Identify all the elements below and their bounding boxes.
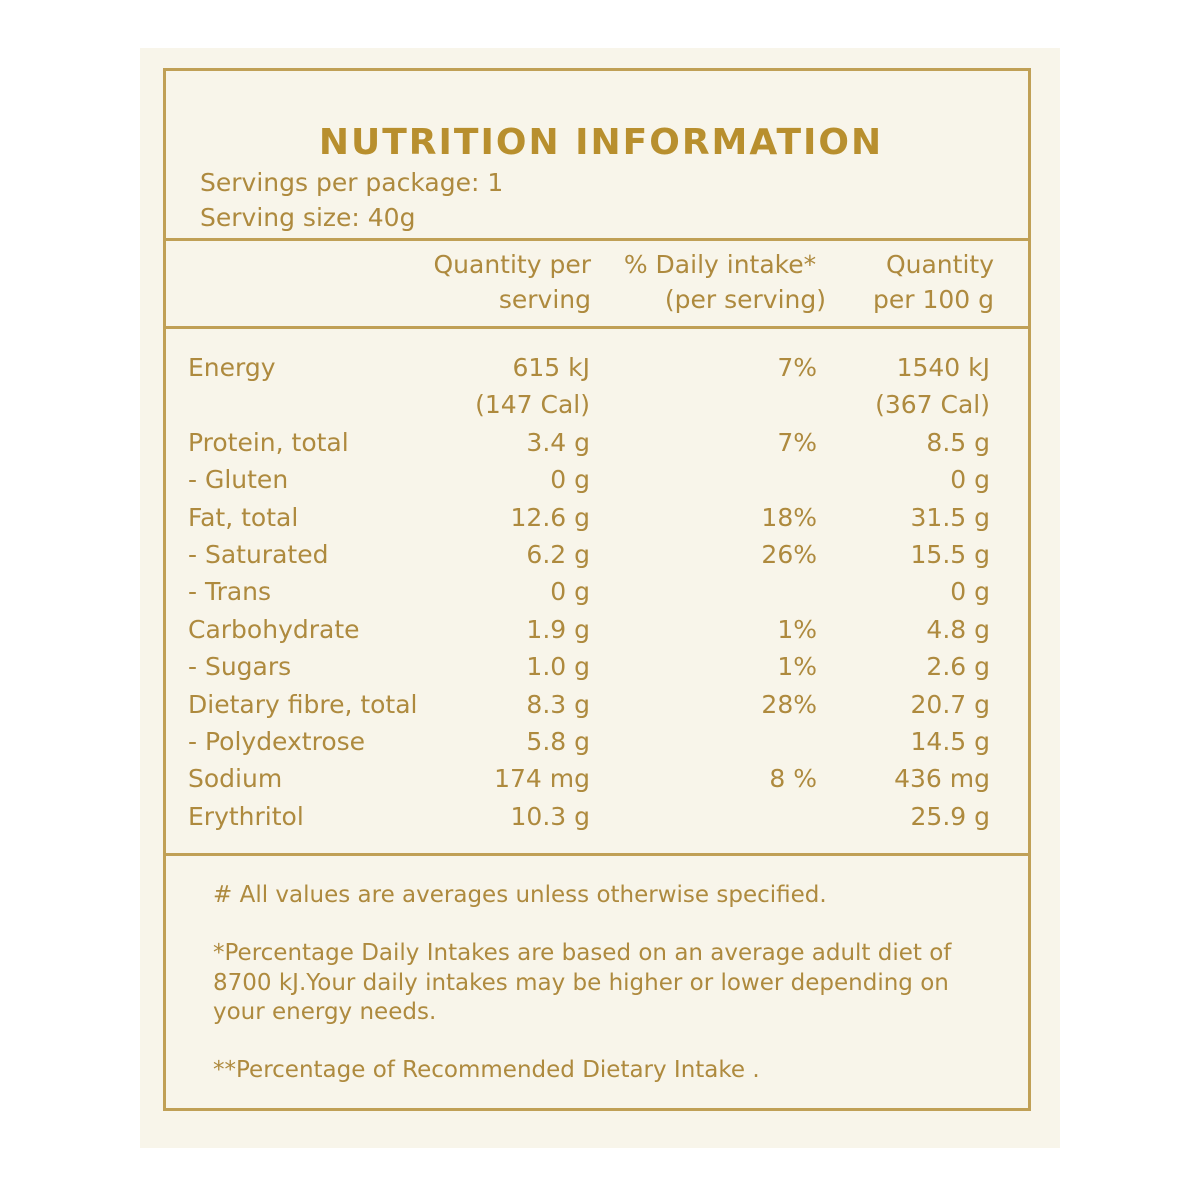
per-serving-value: 174 mg	[494, 764, 590, 794]
nutrient-name: - Polydextrose	[188, 727, 366, 756]
footnote: **Percentage of Recommended Dietary Inta…	[213, 1057, 760, 1083]
per-100g-value: 25.9 g	[910, 801, 990, 831]
per-100g-value: 0 g	[950, 465, 990, 495]
column-header: (per serving)	[664, 285, 826, 314]
column-header: % Daily intake*	[623, 250, 817, 279]
per-100g-value: 0 g	[950, 577, 990, 607]
nutrient-name: Sodium	[188, 764, 283, 794]
nutrient-name: Carbohydrate	[188, 614, 360, 644]
daily-intake-value: 8 %	[769, 764, 817, 794]
daily-intake-value: 7%	[777, 353, 817, 382]
per-100g-value: 31.5 g	[910, 502, 990, 532]
label-frame	[163, 68, 1031, 1111]
per-100g-value: 14.5 g	[910, 727, 990, 756]
daily-intake-value: 18%	[761, 502, 817, 532]
per-serving-value: 3.4 g	[526, 427, 590, 457]
per-100g-value: (367 Cal)	[875, 390, 990, 420]
per-serving-value: (147 Cal)	[475, 390, 590, 420]
per-serving-value: 0 g	[550, 577, 590, 607]
daily-intake-value: 7%	[777, 427, 817, 457]
nutrient-name: Erythritol	[188, 801, 304, 831]
per-100g-value: 1540 kJ	[896, 353, 990, 382]
nutrient-name: - Trans	[188, 577, 272, 607]
serving-info: Serving size: 40g	[200, 203, 416, 232]
column-header: Quantity per	[433, 250, 591, 279]
per-100g-value: 15.5 g	[910, 540, 990, 569]
footnote: your energy needs.	[213, 999, 437, 1025]
per-serving-value: 1.0 g	[526, 652, 590, 682]
footnote: 8700 kJ.Your daily intakes may be higher…	[213, 969, 949, 996]
title: NUTRITION INFORMATION	[318, 122, 884, 163]
per-100g-value: 2.6 g	[926, 652, 990, 682]
divider	[163, 238, 1031, 241]
per-100g-value: 436 mg	[894, 764, 990, 794]
nutrient-name: - Saturated	[188, 540, 329, 569]
per-serving-value: 8.3 g	[526, 689, 590, 719]
daily-intake-value: 1%	[777, 614, 817, 644]
daily-intake-value: 26%	[761, 540, 817, 569]
per-serving-value: 6.2 g	[526, 540, 590, 569]
per-100g-value: 4.8 g	[926, 614, 990, 644]
column-header: Quantity	[885, 250, 994, 279]
per-serving-value: 615 kJ	[512, 353, 590, 382]
per-100g-value: 8.5 g	[926, 427, 990, 457]
per-serving-value: 12.6 g	[510, 502, 590, 532]
nutrient-name: Dietary fibre, total	[188, 689, 418, 719]
nutrient-name: - Sugars	[188, 652, 292, 682]
nutrient-name: - Gluten	[188, 465, 289, 495]
daily-intake-value: 28%	[761, 689, 817, 719]
footnote: *Percentage Daily Intakes are based on a…	[213, 940, 952, 966]
divider	[163, 326, 1031, 329]
column-header: serving	[498, 285, 591, 314]
footnote: # All values are averages unless otherwi…	[213, 882, 827, 908]
per-serving-value: 5.8 g	[526, 727, 590, 756]
column-header: per 100 g	[872, 285, 994, 314]
nutrient-name: Protein, total	[188, 427, 349, 457]
per-serving-value: 1.9 g	[526, 614, 590, 644]
label-panel	[140, 48, 1060, 1148]
nutrient-name: Energy	[188, 353, 276, 382]
per-serving-value: 10.3 g	[510, 801, 590, 831]
daily-intake-value: 1%	[777, 652, 817, 682]
serving-info: Servings per package: 1	[200, 168, 504, 197]
divider	[163, 853, 1031, 856]
nutrient-name: Fat, total	[188, 502, 299, 532]
per-serving-value: 0 g	[550, 465, 590, 495]
per-100g-value: 20.7 g	[910, 689, 990, 719]
